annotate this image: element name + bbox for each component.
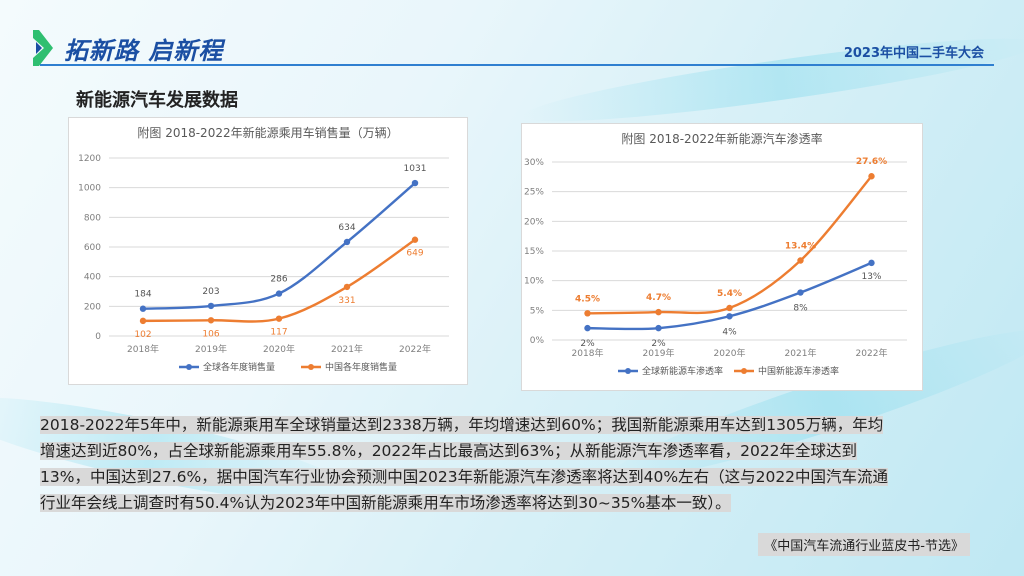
y-tick-label: 10% [524, 277, 544, 287]
data-point [726, 304, 733, 312]
data-label: 1031 [404, 164, 427, 174]
legend-marker [186, 364, 192, 370]
legend-marker [741, 368, 747, 374]
chart-title: 附图 2018-2022年新能源乘用车销售量（万辆） [137, 125, 398, 140]
y-tick-label: 30% [524, 158, 544, 168]
data-point [584, 324, 591, 332]
data-label: 2% [580, 339, 595, 349]
y-tick-label: 800 [84, 213, 101, 223]
data-point [584, 310, 591, 317]
series-line [587, 175, 873, 315]
data-point [139, 317, 147, 325]
x-tick-label: 2019年 [195, 343, 227, 355]
logo-arrow-icon [33, 30, 53, 66]
y-tick-label: 15% [524, 247, 544, 257]
legend-label: 中国新能源车渗透率 [758, 365, 839, 377]
legend-marker [308, 364, 314, 370]
data-point [343, 238, 351, 246]
summary-line: 2018-2022年5年中，新能源乘用车全球销量达到2338万辆，年均增速达到6… [40, 416, 884, 434]
data-point [655, 324, 662, 332]
data-label: 102 [134, 330, 151, 340]
data-label: 4.7% [646, 293, 671, 303]
data-label: 203 [202, 287, 219, 297]
penetration-chart-svg: 附图 2018-2022年新能源汽车渗透率 0% 5% 10% 15% 20% 25% 30%… [524, 131, 907, 377]
data-point [797, 257, 804, 264]
section-title: 新能源汽车发展数据 [76, 90, 238, 111]
data-point [139, 305, 147, 312]
data-point [868, 259, 875, 267]
x-tick-label: 2022年 [399, 343, 431, 355]
series-line [142, 182, 416, 310]
summary-line: 行业年会线上调查时有50.4%认为2023年中国新能源乘用车市场渗透率将达到30… [40, 494, 731, 512]
data-point [411, 236, 419, 243]
x-tick-label: 2021年 [331, 343, 363, 355]
header-divider [40, 64, 994, 66]
data-point [726, 313, 733, 320]
legend-label: 全球各年度销售量 [203, 361, 275, 373]
data-label: 106 [202, 329, 219, 339]
data-label: 13.4% [785, 241, 816, 251]
data-label: 184 [134, 290, 151, 300]
data-point [797, 289, 804, 296]
source-citation: 《中国汽车流通行业蓝皮书-节选》 [758, 533, 970, 556]
x-tick-label: 2020年 [714, 347, 746, 359]
data-label: 331 [338, 296, 355, 306]
background-streak [519, 24, 1024, 136]
data-label: 4% [722, 327, 737, 337]
conference-title: 2023年中国二手车大会 [843, 46, 984, 61]
y-tick-label: 400 [84, 273, 101, 283]
data-label: 649 [406, 249, 423, 259]
x-tick-label: 2021年 [785, 347, 817, 359]
sales-chart-svg: 附图 2018-2022年新能源乘用车销售量（万辆） 0 200 400 600 800 1… [78, 125, 449, 373]
x-tick-label: 2020年 [263, 343, 295, 355]
summary-line: 增速达到近80%，占全球新能源乘用车55.8%，2022年占比最高达到63%；从… [40, 442, 858, 460]
data-label: 8% [793, 304, 808, 314]
data-point [411, 179, 419, 187]
y-tick-label: 600 [84, 243, 101, 253]
x-tick-label: 2022年 [856, 347, 888, 359]
data-label: 117 [270, 328, 287, 338]
x-tick-label: 2018年 [127, 343, 159, 355]
data-point [207, 302, 215, 310]
data-point [655, 308, 662, 316]
penetration-chart: 附图 2018-2022年新能源汽车渗透率 0% 5% 10% 15% 20% 25% 30%… [521, 123, 923, 391]
data-point [275, 315, 283, 322]
y-tick-label: 5% [530, 306, 545, 316]
data-point [207, 317, 215, 324]
y-tick-label: 200 [84, 302, 101, 312]
logo-text: 拓新路 启新程 [64, 36, 224, 65]
y-tick-label: 25% [524, 188, 544, 198]
summary-line: 13%，中国达到27.6%，据中国汽车行业协会预测中国2023年新能源汽车渗透率… [40, 468, 889, 486]
y-tick-label: 1200 [78, 154, 101, 164]
data-point [868, 173, 875, 180]
logo: 拓新路 启新程 [30, 28, 223, 68]
y-tick-label: 0 [95, 332, 101, 342]
data-label: 2% [651, 339, 666, 349]
x-tick-label: 2018年 [572, 347, 604, 359]
data-label: 286 [270, 275, 287, 285]
legend-label: 中国各年度销售量 [325, 361, 397, 373]
data-label: 634 [338, 223, 355, 233]
y-tick-label: 20% [524, 217, 544, 227]
data-point [275, 290, 283, 297]
data-label: 13% [861, 272, 881, 282]
y-tick-label: 1000 [78, 184, 101, 194]
sales-chart: 附图 2018-2022年新能源乘用车销售量（万辆） 0 200 400 600 800 1… [68, 117, 468, 385]
summary-paragraph: 2018-2022年5年中，新能源乘用车全球销量达到2338万辆，年均增速达到6… [40, 412, 970, 516]
data-point [343, 283, 351, 291]
data-label: 5.4% [717, 289, 742, 299]
legend-marker [625, 368, 631, 374]
x-tick-label: 2019年 [643, 347, 675, 359]
chart-title: 附图 2018-2022年新能源汽车渗透率 [621, 131, 822, 146]
data-label: 4.5% [575, 294, 600, 304]
y-tick-label: 0% [530, 336, 545, 346]
legend-label: 全球新能源车渗透率 [642, 365, 723, 377]
data-label: 27.6% [856, 157, 887, 167]
